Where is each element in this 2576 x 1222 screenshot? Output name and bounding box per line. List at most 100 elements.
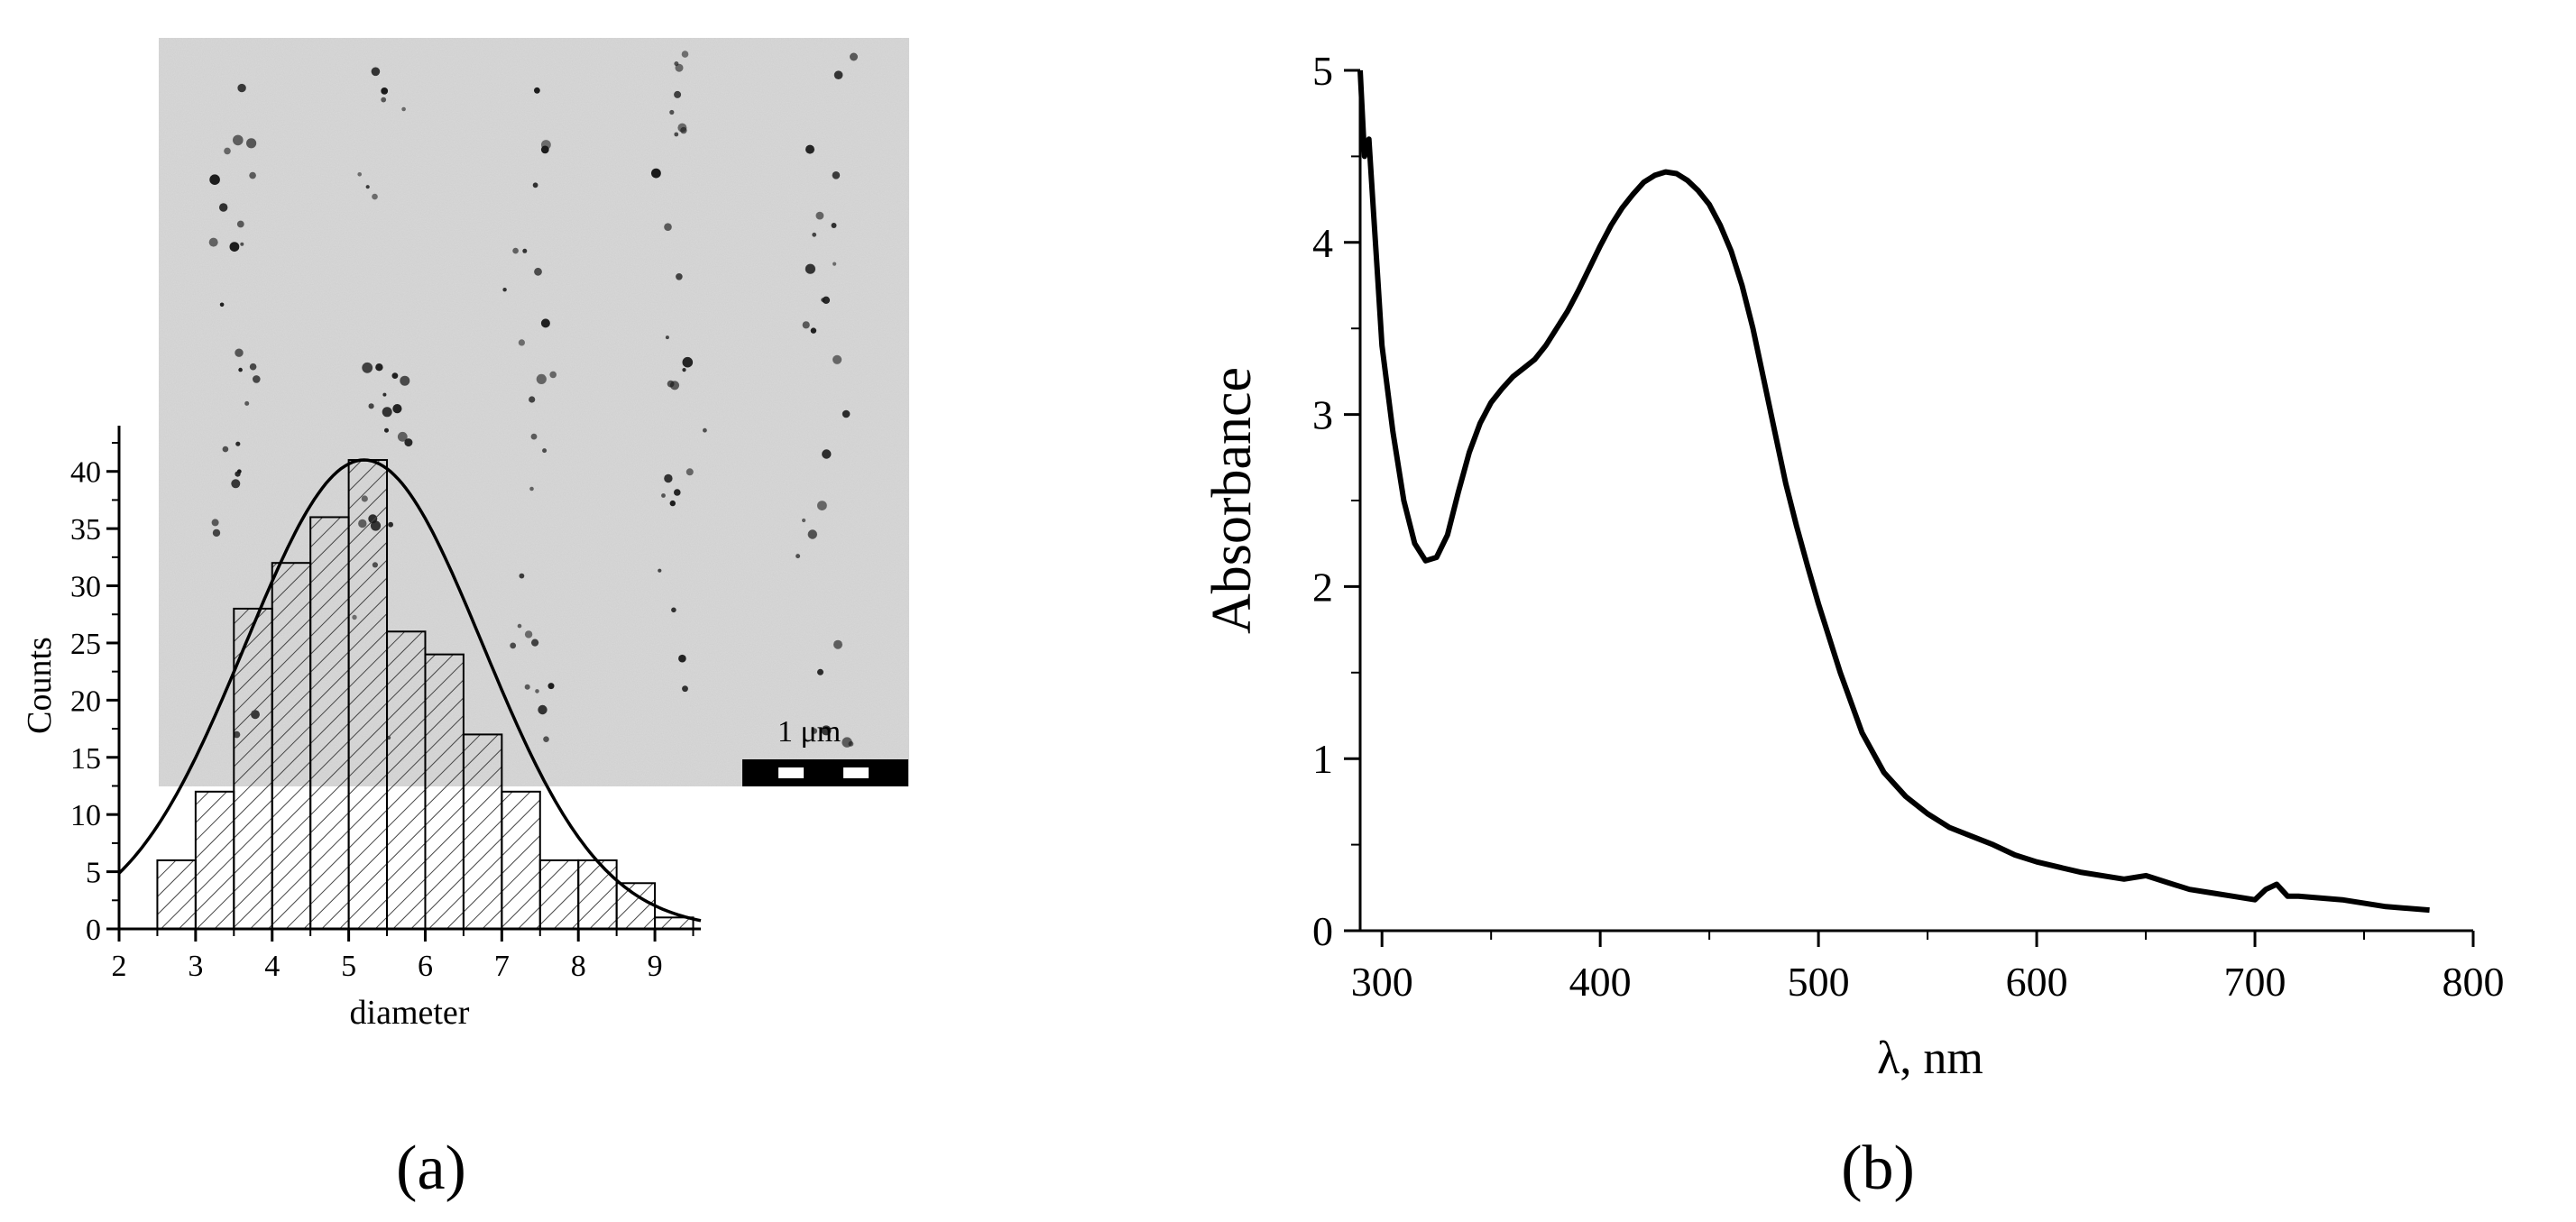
tem-particle: [674, 90, 682, 98]
tem-particle: [538, 704, 547, 715]
tem-particle: [371, 67, 381, 77]
tem-particle: [547, 683, 555, 690]
tem-particle: [703, 427, 707, 433]
gaussian-fit-curve: [117, 458, 702, 923]
histogram-bar: [654, 916, 695, 930]
spectrum-x-tick-label: 500: [1788, 959, 1850, 1005]
tem-particle: [209, 174, 220, 185]
tem-particle: [233, 134, 244, 146]
tem-particle: [524, 684, 530, 690]
tem-particle: [231, 479, 241, 489]
panel-b: 300 400 500 600 700 800 0 1 2 3 4 5 λ, nm Absorban…: [1201, 48, 2505, 1203]
histogram-axes: [117, 426, 701, 931]
tem-particle: [549, 371, 557, 379]
scale-bar-label: 1 μm: [777, 715, 841, 749]
tem-particle: [542, 448, 547, 454]
histogram-x-tick-label: 6: [418, 950, 433, 983]
tem-particle: [249, 363, 257, 371]
tem-particle: [678, 654, 686, 663]
histogram-x-axis-label: diameter: [350, 994, 470, 1032]
tem-particle: [682, 685, 688, 693]
histogram-x-tick-label: 4: [264, 950, 280, 983]
tem-particle: [833, 354, 842, 364]
histogram-bar: [538, 859, 580, 931]
spectrum-x-tick-label: 800: [2443, 959, 2505, 1005]
histogram-x-ticks: 2 3 4 5 6 7 8 9: [112, 929, 695, 983]
tem-particle: [404, 438, 413, 447]
tem-particle: [812, 232, 817, 237]
tem-particle: [805, 144, 814, 154]
tem-particle: [535, 689, 539, 694]
histogram-y-axis-label: Counts: [21, 637, 59, 734]
spectrum-x-tick-label: 400: [1569, 959, 1632, 1005]
tem-particle: [372, 193, 378, 200]
tem-particle: [237, 83, 246, 93]
tem-particle: [796, 554, 801, 559]
tem-particle: [524, 630, 533, 639]
tem-particle: [219, 203, 228, 212]
tem-particle: [540, 145, 549, 154]
histogram-y-ticks: 0 5 10 15 20 25 30 35 40: [70, 442, 119, 947]
histogram-bar: [615, 882, 657, 930]
spectrum-x-tick-label: 300: [1351, 959, 1413, 1005]
tem-particle: [822, 296, 831, 304]
tem-particle: [368, 403, 374, 409]
tem-particle: [807, 529, 817, 539]
tem-particle: [235, 348, 244, 357]
tem-particle: [529, 396, 536, 403]
histogram-x-tick-label: 9: [648, 950, 663, 983]
tem-particle: [817, 668, 823, 675]
spectrum-y-tick-label: 0: [1312, 908, 1333, 954]
tem-particle: [833, 70, 843, 79]
tem-particle: [208, 237, 218, 247]
tem-particle: [805, 263, 816, 274]
tem-particle: [219, 302, 225, 308]
tem-particle: [381, 96, 387, 103]
histogram-y-tick-label: 10: [70, 799, 101, 832]
spectrum-y-tick-label: 2: [1312, 564, 1333, 610]
tem-particle: [658, 568, 662, 573]
absorbance-spectrum-line: [1357, 69, 2430, 914]
tem-particle: [536, 373, 547, 384]
tem-particle: [682, 368, 686, 372]
tem-particle: [246, 138, 257, 149]
histogram-bars: [156, 459, 695, 931]
tem-particle: [534, 87, 540, 94]
tem-particle: [832, 171, 841, 179]
spectrum-x-tick-label: 700: [2224, 959, 2286, 1005]
tem-particle: [244, 400, 250, 406]
histogram-x-tick-label: 3: [188, 950, 203, 983]
histogram-bar: [424, 653, 465, 930]
tem-particle: [357, 172, 363, 177]
tem-particle: [253, 375, 261, 383]
tem-particle: [375, 363, 383, 372]
tem-particle: [236, 220, 244, 228]
tem-particle: [211, 519, 219, 527]
spectrum-y-ticks: 0 1 2 3 4 5: [1312, 48, 1360, 954]
histogram-bar: [577, 859, 618, 931]
tem-particle: [802, 518, 806, 523]
histogram-bar: [386, 630, 427, 930]
tem-particle: [810, 327, 817, 334]
tem-particle: [517, 623, 522, 629]
spectrum-y-axis-label: Absorbance: [1201, 367, 1263, 634]
histogram-x-tick-label: 5: [341, 950, 356, 983]
scale-bar-segment: [843, 767, 869, 778]
tem-particle: [362, 362, 373, 373]
tem-particle: [540, 318, 550, 328]
tem-particle: [522, 248, 528, 253]
spectrum-y-tick-label: 5: [1312, 48, 1333, 94]
tem-particle: [212, 528, 221, 537]
tem-particle: [664, 223, 672, 231]
tem-particle: [543, 736, 549, 742]
histogram-y-tick-label: 25: [70, 628, 101, 661]
tem-particle: [669, 381, 680, 390]
tem-particle: [240, 242, 244, 246]
tem-particle: [669, 109, 675, 115]
histogram-y-tick-label: 20: [70, 685, 101, 718]
histogram-y-tick-label: 30: [70, 571, 101, 604]
tem-particle: [681, 51, 689, 58]
tem-particle: [510, 642, 517, 649]
histogram-bar: [501, 790, 541, 930]
histogram-bar: [462, 733, 503, 931]
